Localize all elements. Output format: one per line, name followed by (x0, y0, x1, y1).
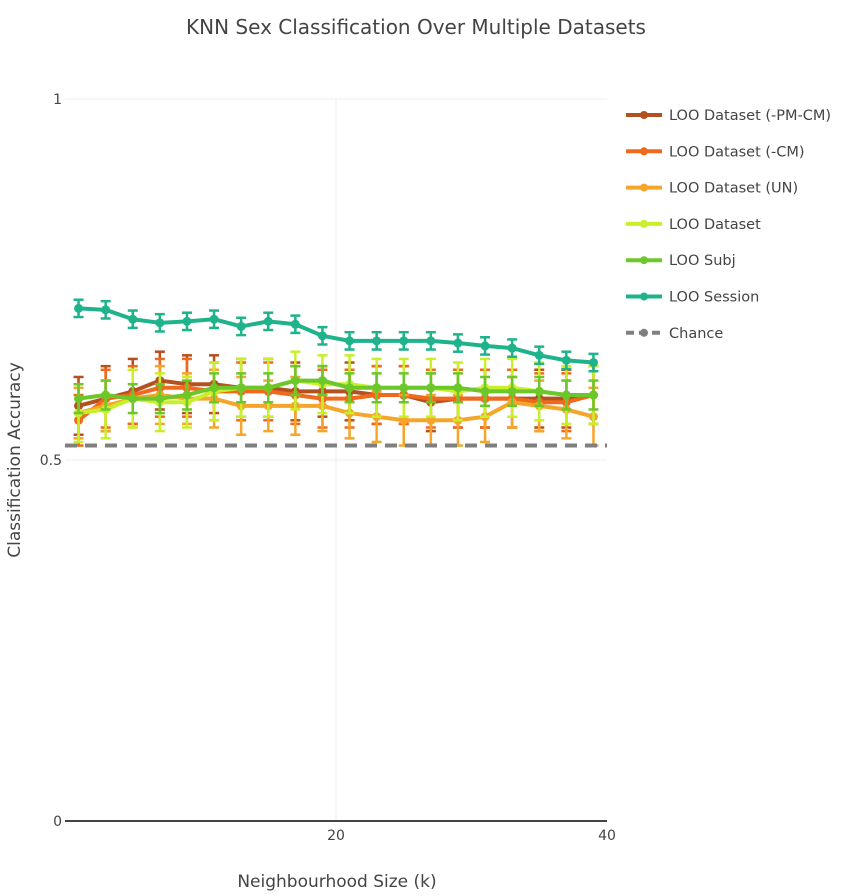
legend-swatch-marker (640, 219, 648, 228)
data-point (453, 383, 463, 393)
chart-title: KNN Sex Classification Over Multiple Dat… (186, 15, 646, 39)
data-point (426, 336, 436, 346)
data-point (182, 390, 192, 400)
legend-swatch-marker (640, 183, 648, 192)
y-tick-label: 0.5 (40, 453, 62, 469)
data-point (209, 383, 219, 393)
data-point (236, 383, 246, 393)
y-tick-label: 0 (53, 814, 62, 830)
legend-item: LOO Dataset (-PM-CM) (626, 108, 831, 124)
data-point (426, 383, 436, 393)
series-loo-session (73, 298, 599, 373)
data-point (128, 394, 138, 404)
data-point (534, 386, 544, 396)
series-line (77, 385, 594, 422)
legend-label: LOO Dataset (-PM-CM) (669, 108, 831, 124)
legend-item: Chance (626, 326, 723, 342)
data-point (317, 376, 327, 386)
axis-ticks: 0 0.5 1 20 40 (40, 92, 616, 844)
data-point (182, 316, 192, 326)
data-point (74, 394, 84, 404)
legend-item: LOO Dataset (626, 217, 761, 233)
data-point (345, 383, 355, 393)
y-tick-label: 1 (53, 92, 62, 108)
legend-label: LOO Dataset (UN) (669, 181, 798, 197)
data-point (317, 331, 327, 341)
legend-item: LOO Dataset (-CM) (626, 144, 805, 160)
legend-item: LOO Dataset (UN) (626, 181, 798, 197)
legend-label: LOO Dataset (-CM) (669, 144, 805, 160)
grid (65, 98, 607, 821)
data-point (101, 305, 111, 315)
data-point (128, 314, 138, 324)
series-loo-subj (73, 364, 599, 415)
data-point (74, 303, 84, 313)
data-point (101, 390, 111, 400)
data-point (290, 376, 300, 386)
data-point (399, 415, 409, 425)
series-line (78, 306, 594, 365)
legend-swatch-marker (640, 111, 648, 119)
data-point (561, 355, 571, 365)
data-point (209, 314, 219, 324)
y-axis-title: Classification Accuracy (5, 362, 25, 558)
legend-label: LOO Session (669, 290, 759, 306)
legend-label: LOO Dataset (669, 217, 761, 233)
data-point (480, 386, 490, 396)
data-point (561, 390, 571, 400)
data-point (588, 358, 598, 368)
x-axis-title: Neighbourhood Size (k) (237, 872, 436, 892)
data-point (453, 338, 463, 348)
data-point (155, 318, 165, 328)
data-point (263, 383, 273, 393)
data-point (399, 336, 409, 346)
legend-swatch-marker (640, 328, 648, 337)
series-layer (65, 298, 607, 448)
legend-label: Chance (669, 326, 723, 342)
x-tick-label: 40 (598, 828, 616, 844)
data-point (263, 316, 273, 326)
data-point (236, 321, 246, 331)
data-point (588, 390, 598, 400)
data-point (534, 350, 544, 360)
legend-label: LOO Subj (669, 253, 736, 269)
data-point (345, 336, 355, 346)
legend-swatch-marker (640, 256, 648, 265)
data-point (372, 336, 382, 346)
data-point (426, 415, 436, 425)
legend-swatch-marker (640, 292, 648, 301)
series-line (78, 378, 594, 401)
data-point (480, 341, 490, 351)
data-point (155, 394, 165, 404)
data-point (372, 383, 382, 393)
legend: LOO Dataset (-PM-CM) LOO Dataset (-CM) LOO… (626, 108, 831, 342)
data-point (399, 383, 409, 393)
legend-swatch-marker (640, 147, 648, 156)
data-point (507, 343, 517, 353)
x-tick-label: 20 (327, 828, 345, 844)
legend-item: LOO Subj (626, 253, 736, 269)
data-point (290, 319, 300, 329)
legend-item: LOO Session (626, 290, 759, 306)
data-point (507, 386, 517, 396)
